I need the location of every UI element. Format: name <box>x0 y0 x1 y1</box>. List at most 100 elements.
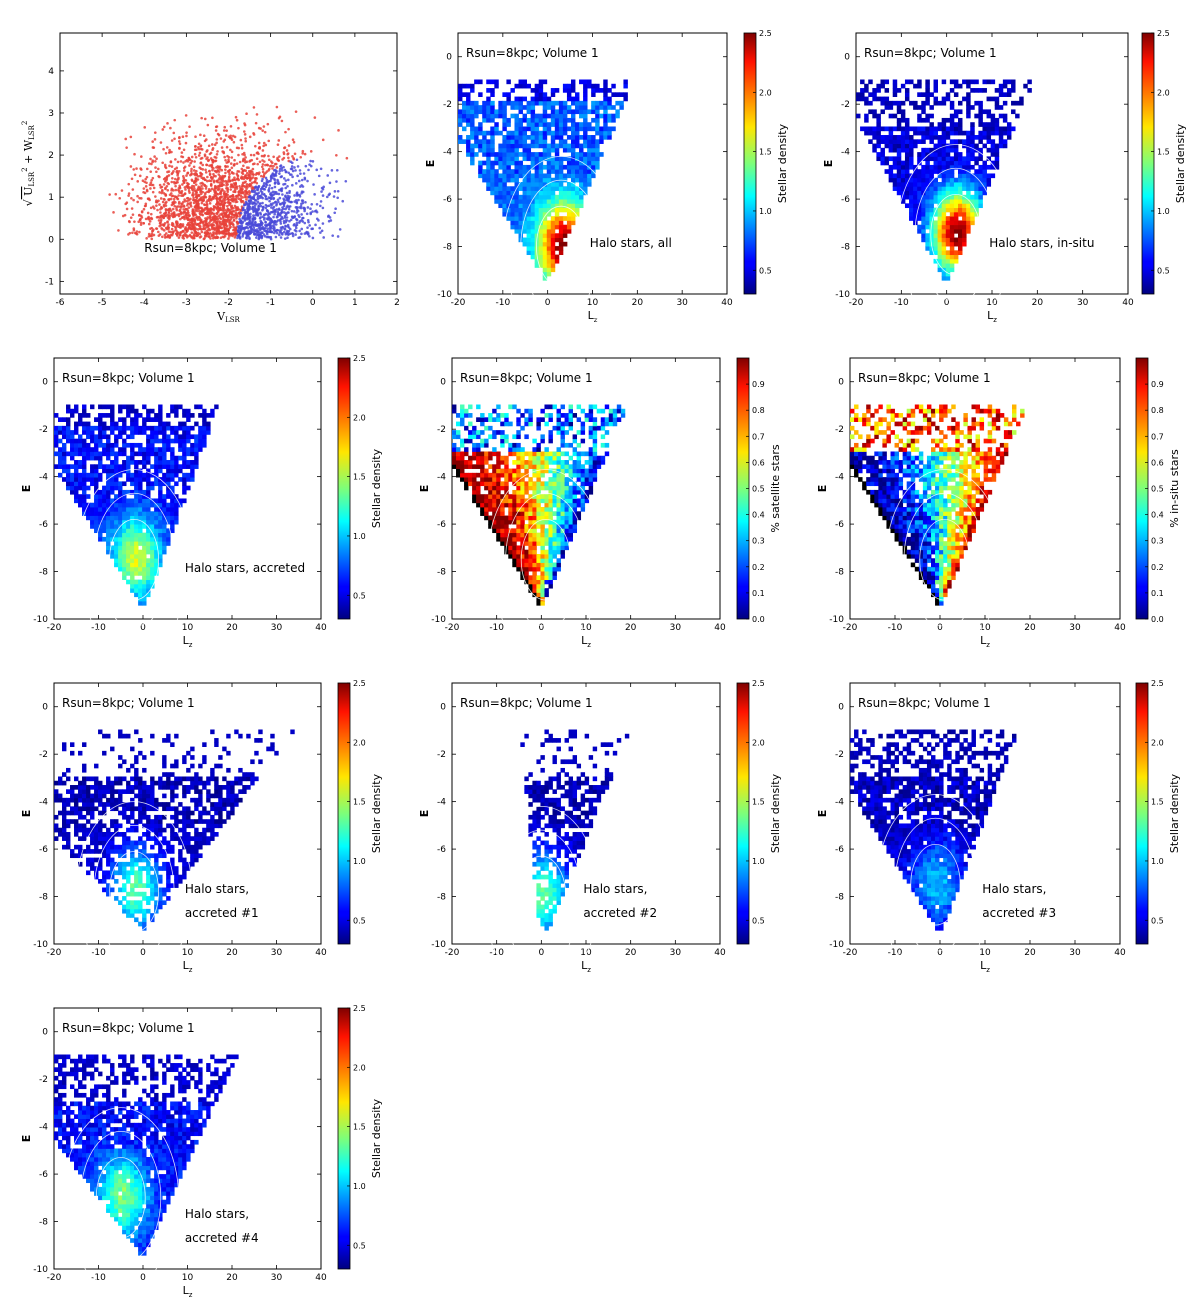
p4-heatmap-cell <box>142 545 147 551</box>
p3-heatmap-cell <box>978 199 983 204</box>
p2-heatmap-cell <box>502 156 507 162</box>
p2-heatmap-cell <box>550 164 556 170</box>
p1-red-point <box>262 144 265 148</box>
p1-red-point <box>218 185 221 188</box>
p1-red-point <box>227 169 231 172</box>
p1-red-point <box>151 190 155 194</box>
p3-heatmap-cell <box>921 126 926 132</box>
p4-heatmap-cell <box>158 498 163 504</box>
p1-red-point <box>184 211 188 215</box>
p2-heatmap-cell <box>550 88 556 93</box>
p1-red-point <box>199 188 202 192</box>
p2-heatmap-cell <box>566 169 572 174</box>
p1-red-point <box>185 230 188 234</box>
p4-heatmap-cell <box>118 566 123 572</box>
p4-heatmap-cell <box>134 528 139 534</box>
p1-red-point <box>163 198 166 201</box>
p2-heatmap-cell <box>518 169 523 174</box>
p2-heatmap-cell <box>530 233 536 238</box>
p1-red-point <box>184 114 188 117</box>
p2-heatmap-cell <box>534 169 540 174</box>
p4-heatmap-cell <box>150 562 155 568</box>
p3-heatmap-cell <box>949 100 955 106</box>
p3-heatmap-cell <box>864 83 869 89</box>
p1-red-point <box>251 167 255 171</box>
p3-heatmap-cell <box>982 109 987 115</box>
p2-heatmap-cell <box>623 79 628 85</box>
p1-red-point <box>255 181 259 185</box>
p3-heatmap-cell <box>949 207 955 213</box>
p2-heatmap-cell <box>486 160 491 166</box>
p4-heatmap-cell <box>162 494 167 499</box>
p1-blue-point <box>268 184 272 187</box>
p1-red-point <box>208 202 212 205</box>
p2-heatmap-cell <box>538 164 544 170</box>
p1-red-point <box>231 134 235 138</box>
p1-xtick-label: 2 <box>394 298 400 308</box>
p2-heatmap-cell <box>510 160 515 166</box>
p3-heatmap-cell <box>909 190 914 196</box>
p1-red-point <box>199 199 203 202</box>
p1-red-point <box>235 118 239 122</box>
p1-blue-point <box>256 200 260 204</box>
p1-red-point <box>229 198 233 202</box>
p1-red-point <box>220 188 224 191</box>
p1-red-point <box>174 221 178 224</box>
p3-heatmap-cell <box>953 194 959 200</box>
p1-red-point <box>169 126 172 130</box>
p2-heatmap-cell <box>522 241 527 247</box>
p4-heatmap-cell <box>114 524 119 529</box>
p1-red-point <box>248 160 251 163</box>
p4-heatmap-cell <box>122 541 127 546</box>
p2-heatmap-cell <box>518 211 523 217</box>
p1-red-point <box>212 172 215 176</box>
p4-heatmap-cell <box>138 511 143 516</box>
p4-heatmap-cell <box>166 541 171 546</box>
p3-heatmap-cell <box>925 194 930 200</box>
p2-heatmap-cell <box>554 135 560 140</box>
p1-red-point <box>224 228 228 231</box>
p1-red-point <box>176 230 179 234</box>
p1-red-point <box>133 231 137 235</box>
p2-heatmap-cell <box>498 147 503 153</box>
p1-red-point <box>135 230 139 233</box>
p3-heatmap-cell <box>917 228 922 234</box>
p4-heatmap-cell <box>126 536 131 542</box>
p1-red-point <box>162 212 166 216</box>
p3-heatmap-cell <box>998 92 1004 97</box>
p4-heatmap-cell <box>118 536 123 542</box>
p1-red-point <box>227 215 231 218</box>
p3-heatmap-cell <box>872 109 877 115</box>
p1-red-point <box>221 216 225 219</box>
p3-heatmap-cell <box>921 169 926 174</box>
p1-red-point <box>243 133 247 136</box>
p4-heatmap-cell <box>134 588 139 593</box>
p1-blue-point <box>334 207 337 210</box>
p2-heatmap-cell <box>587 143 592 149</box>
p1-red-point <box>210 165 214 168</box>
p1-red-point <box>218 181 221 184</box>
p2-heatmap-cell <box>490 147 495 153</box>
p1-red-point <box>249 172 253 176</box>
p1-blue-point <box>290 165 294 168</box>
p1-red-point <box>200 184 203 188</box>
p4-heatmap-cell <box>122 502 127 508</box>
p1-red-point <box>181 225 185 228</box>
p1-red-point <box>236 174 240 178</box>
p4-heatmap-cell <box>134 541 139 546</box>
p2-heatmap-cell <box>510 224 515 230</box>
p1-blue-point <box>271 176 274 180</box>
p4-heatmap-cell <box>90 519 95 525</box>
p4-heatmap-cell <box>102 536 107 542</box>
p1-red-point <box>151 140 154 143</box>
p2-heatmap-cell <box>595 113 600 119</box>
p4-heatmap-cell <box>82 494 87 499</box>
p3-heatmap-cell <box>945 177 951 183</box>
p3-heatmap-cell <box>986 130 992 136</box>
p1-red-point <box>173 137 176 141</box>
p1-red-point <box>309 150 313 153</box>
p4-heatmap-cell <box>110 519 115 525</box>
p1-red-point <box>217 178 220 181</box>
p2-heatmap-cell <box>583 100 588 106</box>
p4-heatmap-cell <box>146 485 151 491</box>
